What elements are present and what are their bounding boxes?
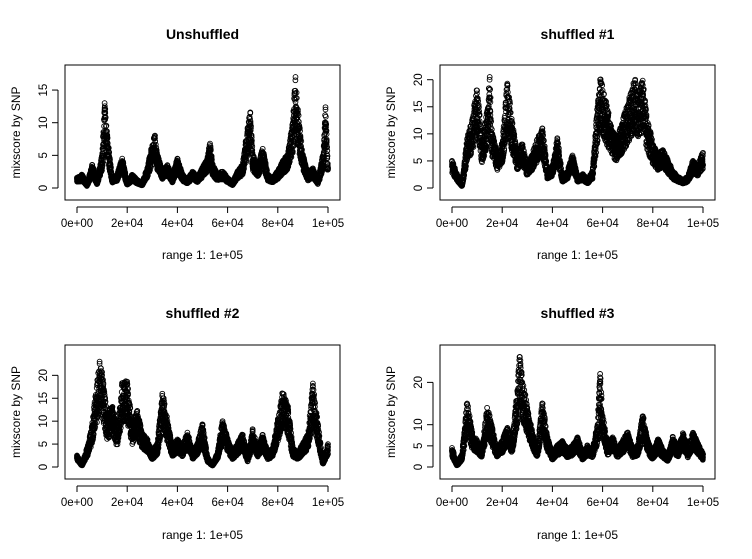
chart-title: shuffled #1 xyxy=(541,26,615,42)
x-axis-label: range 1: 1e+05 xyxy=(537,248,618,262)
chart-panel-2: shuffled #1 range 1: 1e+05 mixscore by SNP… xyxy=(384,26,719,262)
x-tick-label: 0e+00 xyxy=(436,218,468,230)
x-tick-label: 0e+00 xyxy=(61,218,93,230)
x-tick-label: 4e+04 xyxy=(161,218,194,230)
chart-title: Unshuffled xyxy=(166,26,239,42)
y-tick-label: 15 xyxy=(413,100,425,113)
x-tick-label: 4e+04 xyxy=(536,218,569,230)
x-tick-label: 1e+05 xyxy=(312,218,344,230)
y-tick-label: 10 xyxy=(38,116,50,129)
y-tick-label: 20 xyxy=(413,73,425,86)
y-tick-label: 15 xyxy=(38,84,50,97)
x-tick-label: 6e+04 xyxy=(586,218,619,230)
y-tick-label: 0 xyxy=(38,185,50,191)
data-point xyxy=(102,101,107,106)
y-axis-label: mixscore by SNP xyxy=(384,86,398,178)
chart-panel-1: Unshuffled range 1: 1e+05 mixscore by SNP 0… xyxy=(9,26,344,262)
x-tick-label: 8e+04 xyxy=(262,218,295,230)
data-point xyxy=(293,78,298,83)
y-tick-label: 10 xyxy=(413,127,425,140)
y-tick-label: 5 xyxy=(38,152,50,158)
y-axis-label: mixscore by SNP xyxy=(9,86,23,178)
y-tick-label: 0 xyxy=(413,185,425,191)
x-tick-label: 6e+04 xyxy=(211,218,244,230)
x-tick-label: 8e+04 xyxy=(637,218,670,230)
x-axis-label: range 1: 1e+05 xyxy=(162,248,243,262)
y-tick-label: 5 xyxy=(413,158,425,164)
data-points xyxy=(75,75,331,189)
x-tick-label: 2e+04 xyxy=(111,218,144,230)
x-tick-label: 1e+05 xyxy=(687,218,719,230)
x-tick-label: 2e+04 xyxy=(486,218,519,230)
data-points xyxy=(450,75,706,189)
